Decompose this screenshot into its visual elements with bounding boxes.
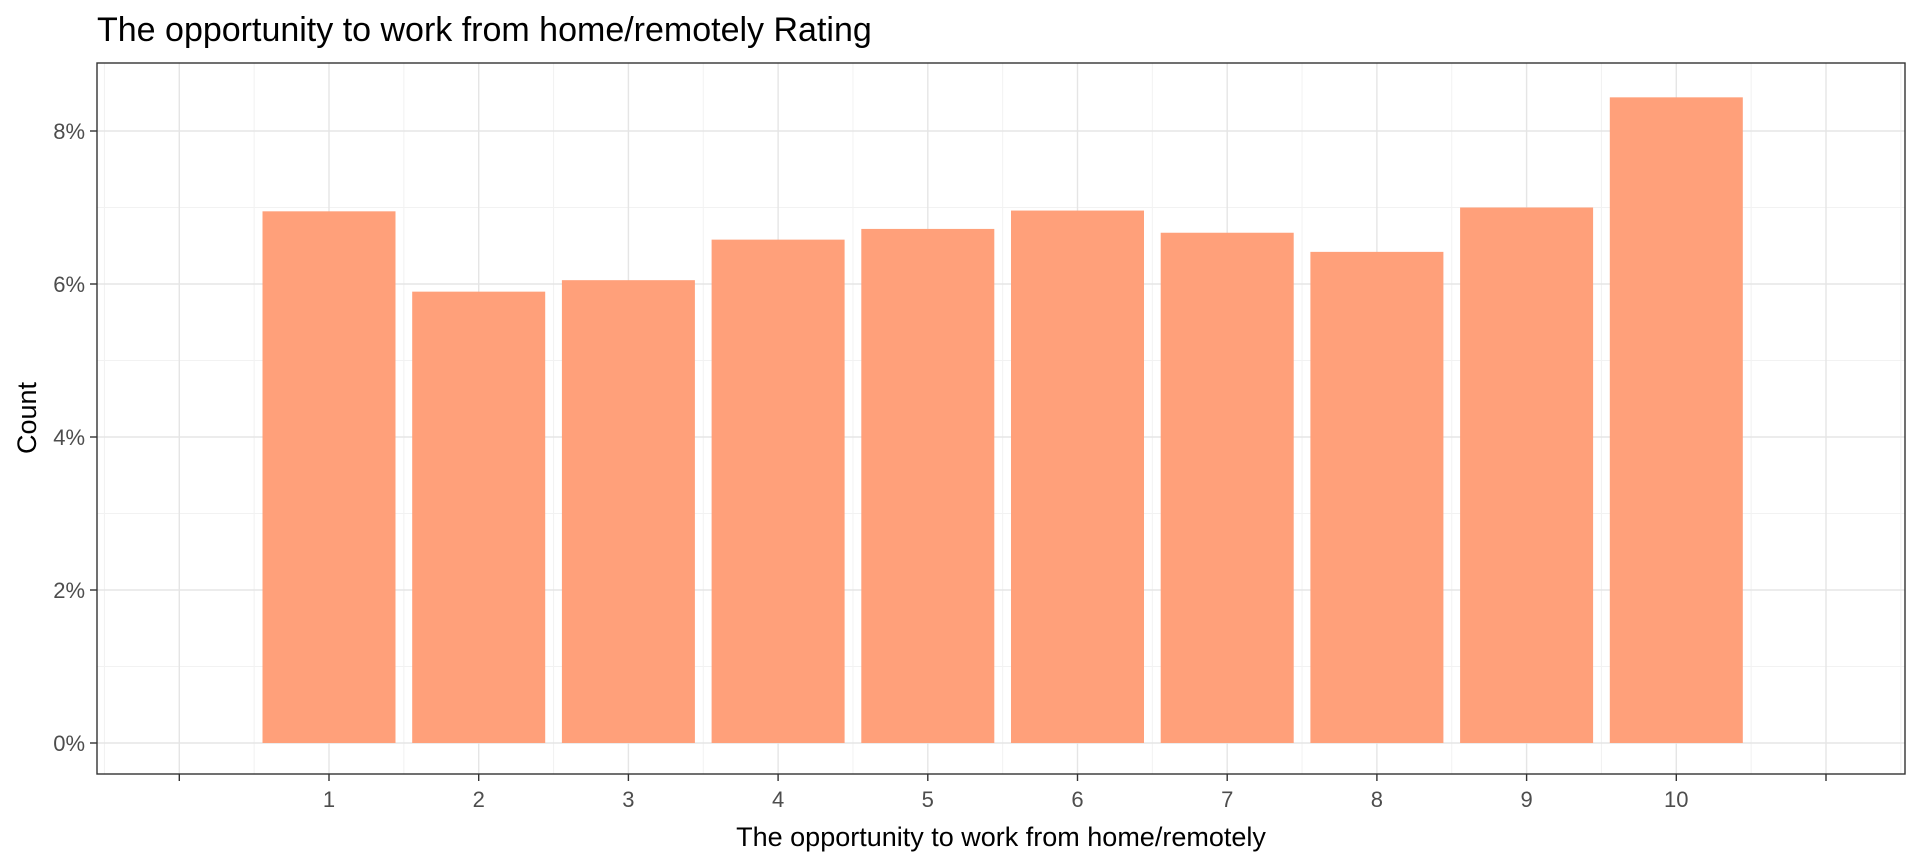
bar-9 — [1460, 207, 1594, 743]
x-tick-label: 9 — [1520, 787, 1532, 812]
bar-3 — [561, 280, 695, 743]
x-tick-label: 6 — [1071, 787, 1083, 812]
bar-7 — [1160, 232, 1294, 743]
x-tick-label: 10 — [1664, 787, 1688, 812]
y-tick-label: 4% — [53, 425, 85, 450]
x-tick-label: 7 — [1221, 787, 1233, 812]
x-tick-label: 5 — [922, 787, 934, 812]
y-tick-label: 2% — [53, 578, 85, 603]
bars — [262, 97, 1743, 744]
chart-title: The opportunity to work from home/remote… — [97, 11, 872, 49]
y-tick-label: 8% — [53, 119, 85, 144]
x-tick-label: 1 — [323, 787, 335, 812]
y-axis: 0% 2% 4% 6% 8% — [53, 119, 97, 756]
x-tick-label: 3 — [622, 787, 634, 812]
x-axis: 1 2 3 4 5 6 7 8 9 10 — [178, 774, 1827, 812]
x-tick-label: 8 — [1371, 787, 1383, 812]
bar-1 — [262, 211, 396, 743]
x-tick-label: 2 — [473, 787, 485, 812]
y-axis-title: Count — [12, 381, 42, 454]
bar-10 — [1609, 97, 1743, 744]
x-axis-title: The opportunity to work from home/remote… — [736, 822, 1266, 852]
y-tick-label: 0% — [53, 731, 85, 756]
y-tick-label: 6% — [53, 272, 85, 297]
bar-6 — [1011, 210, 1144, 743]
bar-5 — [861, 228, 995, 744]
bar-4 — [711, 239, 845, 743]
bar-8 — [1310, 251, 1444, 743]
x-tick-label: 4 — [772, 787, 784, 812]
plot-panel-border — [96, 62, 1906, 775]
bar-2 — [412, 291, 546, 743]
